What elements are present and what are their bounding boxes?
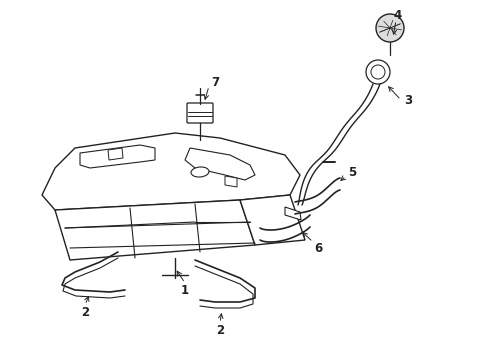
Polygon shape [108,148,123,160]
Polygon shape [185,148,255,180]
Text: 1: 1 [181,284,189,297]
Polygon shape [240,195,305,245]
Circle shape [376,14,404,42]
Polygon shape [55,200,255,260]
Polygon shape [80,145,155,168]
Text: 4: 4 [394,9,402,22]
Text: 5: 5 [348,166,356,179]
Text: 2: 2 [81,306,89,319]
Text: 7: 7 [211,76,219,89]
Polygon shape [225,176,237,187]
Circle shape [366,60,390,84]
Polygon shape [42,133,300,210]
FancyBboxPatch shape [187,103,213,123]
Text: 3: 3 [404,94,412,107]
Text: 2: 2 [216,324,224,337]
Polygon shape [285,207,301,220]
Text: 6: 6 [314,242,322,255]
Ellipse shape [191,167,209,177]
